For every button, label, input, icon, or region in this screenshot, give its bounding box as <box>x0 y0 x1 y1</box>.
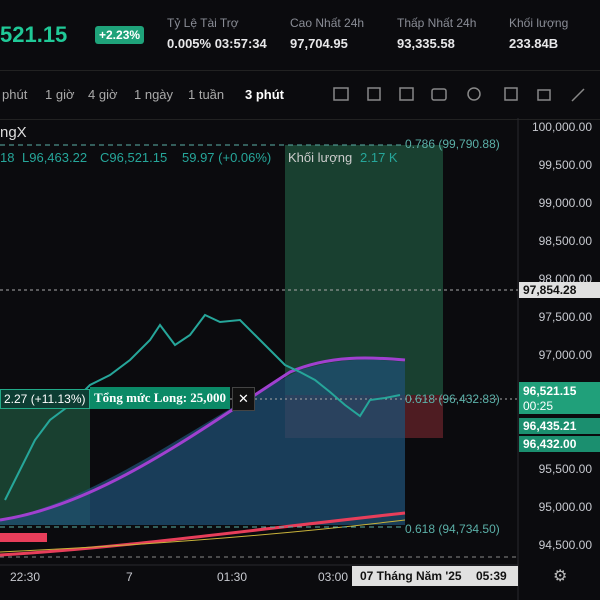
fib-label: 0.786 (99,790.88) <box>405 137 500 151</box>
interval[interactable]: phút <box>2 87 28 102</box>
price: 521.15 <box>0 22 68 47</box>
stat-value: 0.005% 03:57:34 <box>167 36 267 51</box>
interval[interactable]: 1 ngày <box>134 87 174 102</box>
long-total: Tổng mức Long: 25,000 <box>90 387 231 409</box>
fib-label: 0.618 (94,734.50) <box>405 522 500 536</box>
interval[interactable]: 1 giờ <box>45 87 75 102</box>
range-label: 2.27 (+11.13%) <box>0 389 90 409</box>
crosshair-date: 07 Tháng Năm '25 <box>360 569 462 583</box>
stat-value: 233.84B <box>509 36 559 51</box>
toolbar-icons <box>333 87 585 102</box>
countdown: 00:25 <box>523 399 554 413</box>
price-tag: 97,854.28 <box>519 282 600 298</box>
long-profit-zone <box>285 145 443 395</box>
interval-selected[interactable]: 3 phút <box>245 87 284 102</box>
stat-label: Thấp Nhất 24h <box>397 16 477 30</box>
price-tick: 100,000.00 <box>531 120 592 134</box>
price-tick: 99,000.00 <box>538 196 592 210</box>
ohlc: 18 <box>0 150 15 165</box>
price-tick: 97,500.00 <box>538 310 592 324</box>
area <box>0 359 405 525</box>
toolbar <box>0 70 600 120</box>
stat-value: 93,335.58 <box>397 36 455 51</box>
crosshair-time: 05:39 <box>476 569 507 583</box>
price-tick: 95,000.00 <box>538 500 592 514</box>
change: +2.23% <box>95 26 145 44</box>
price-tag: 96,432.00 <box>519 436 600 452</box>
volume-label: Khối lượng <box>288 150 353 165</box>
marker <box>0 533 47 542</box>
time-tick: 03:00 <box>318 570 349 584</box>
time-tick: 7 <box>126 570 133 584</box>
ohlc: L96,463.22 <box>22 150 88 165</box>
ma-line <box>0 511 406 557</box>
stat-label: Cao Nhất 24h <box>290 16 365 30</box>
price-tick: 99,500.00 <box>538 158 592 172</box>
last-price-box <box>519 382 600 414</box>
stat-label: Tỷ Lệ Tài Trợ <box>167 16 239 30</box>
volume: 2.17 K <box>360 150 398 165</box>
price-tag: 96,521.15 <box>523 384 577 398</box>
price-tick: 95,500.00 <box>538 462 592 476</box>
stat-label: Khối lượng <box>509 16 569 30</box>
ohlc: 59.97 (+0.06%) <box>182 150 272 165</box>
price-tick: 97,000.00 <box>538 348 592 362</box>
time-tick: 01:30 <box>217 570 248 584</box>
time-tick: 22:30 <box>10 570 41 584</box>
ma-line <box>0 519 406 553</box>
symbol: ngX <box>0 124 27 141</box>
fib-label: 0.618 (96,432.83) <box>405 392 500 406</box>
close-button[interactable]: ✕ <box>232 387 255 411</box>
price-tick: 98,500.00 <box>538 234 592 248</box>
stat-value: 97,704.95 <box>290 36 348 51</box>
price-tag: 96,435.21 <box>519 418 600 434</box>
ohlc: C96,521.15 <box>100 150 168 165</box>
price-tick: 94,500.00 <box>538 538 592 552</box>
interval[interactable]: 4 giờ <box>88 87 118 102</box>
crosshair-box <box>352 566 518 586</box>
settings-icon[interactable]: ⚙ <box>553 568 568 585</box>
interval[interactable]: 1 tuần <box>188 87 225 102</box>
